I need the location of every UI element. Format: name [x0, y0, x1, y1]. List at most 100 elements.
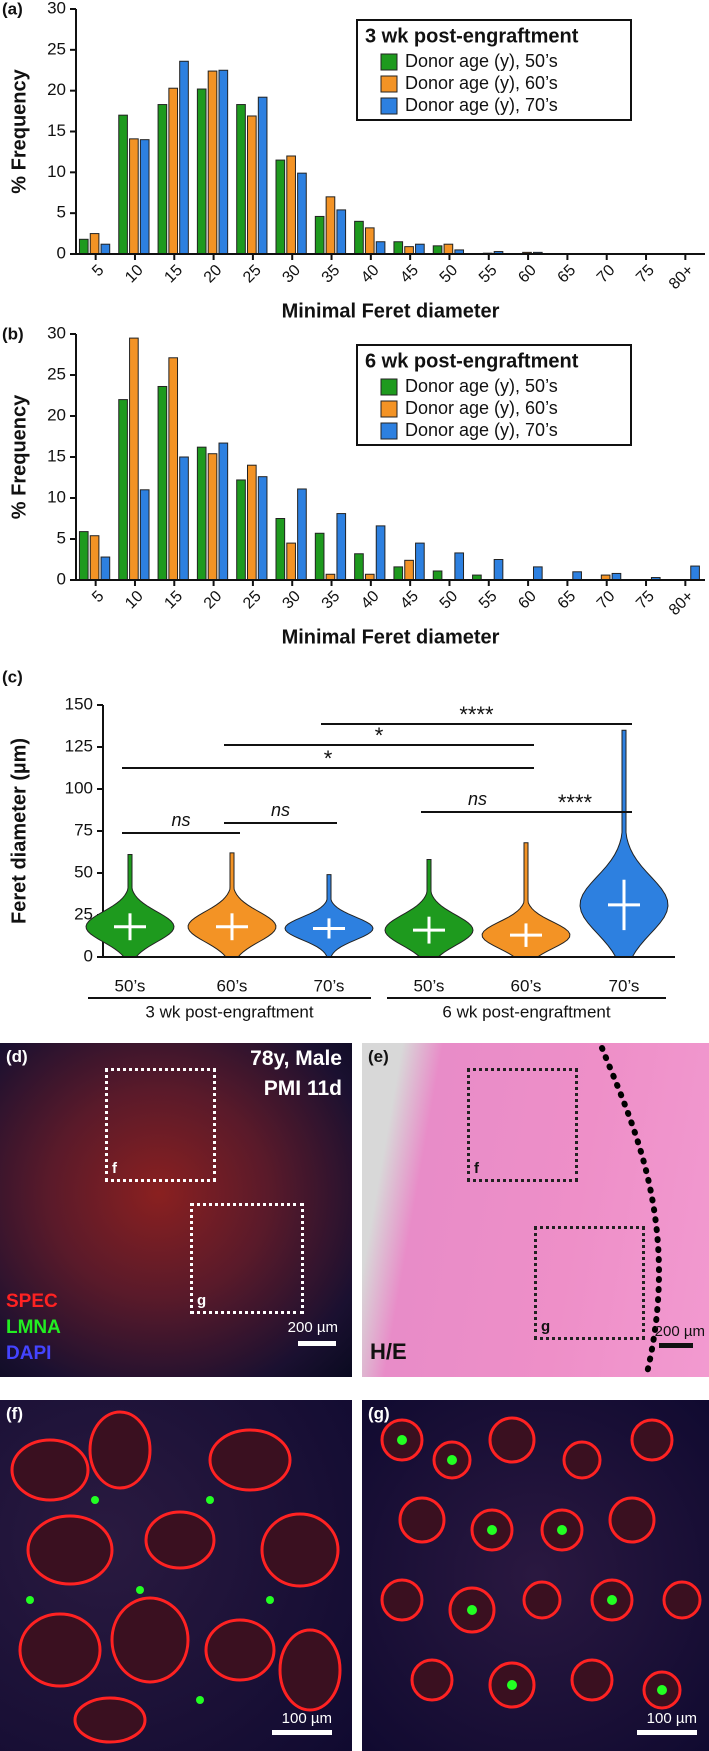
bar	[207, 453, 218, 581]
legend-box	[356, 344, 632, 446]
bar	[236, 104, 246, 255]
bar	[139, 139, 150, 255]
group-label: 3 wk post-engraftment	[145, 1002, 313, 1021]
bar	[286, 155, 296, 255]
y-tick-label: 0	[84, 946, 93, 965]
x-tick-label: 35	[319, 588, 344, 613]
scale-bar	[637, 1730, 697, 1735]
bar	[325, 196, 336, 255]
fibers	[10, 1410, 342, 1744]
legend-label: Donor age (y), 70’s	[405, 95, 558, 115]
x-tick-label: 40	[358, 262, 383, 287]
y-tick-label: 25	[47, 364, 66, 383]
bar	[157, 385, 168, 581]
stain-label: H/E	[370, 1339, 407, 1364]
inset-box: g	[534, 1226, 645, 1340]
significance-label: ****	[459, 702, 494, 727]
scale-bar	[659, 1343, 693, 1348]
bar	[354, 553, 364, 581]
panel-label: (b)	[2, 324, 24, 343]
y-tick-label: 15	[47, 446, 66, 465]
legend-label: Donor age (y), 70’s	[405, 420, 558, 440]
x-tick-label: 50	[437, 588, 462, 613]
bar	[100, 243, 111, 255]
bar	[157, 104, 168, 255]
y-tick-label: 125	[65, 736, 93, 755]
bar	[286, 542, 296, 581]
bar	[404, 246, 414, 255]
x-tick-label: 60	[515, 588, 540, 613]
bar	[493, 559, 504, 581]
bar	[257, 476, 268, 581]
significance-label: ns	[271, 800, 290, 820]
bar	[375, 241, 386, 255]
image-label: PMI 11d	[263, 1077, 342, 1100]
bar	[179, 456, 189, 581]
bar	[129, 138, 139, 255]
bar	[404, 559, 414, 581]
y-tick-label: 30	[47, 323, 66, 342]
bar	[443, 243, 454, 255]
bar	[129, 337, 139, 581]
x-tick-label: 80+	[666, 262, 697, 293]
bar	[393, 241, 404, 255]
x-tick-label: 70	[594, 262, 619, 287]
bar	[532, 566, 543, 581]
x-tick-label: 75	[633, 262, 658, 287]
bar	[247, 464, 257, 581]
x-tick-label: 75	[633, 588, 658, 613]
micrograph-g: (g) 100 µm	[362, 1400, 709, 1751]
legend-swatch	[380, 378, 398, 396]
scale-bar	[272, 1730, 332, 1735]
bar	[375, 525, 386, 581]
x-tick-label: 5	[89, 588, 107, 606]
x-tick-label: 30	[279, 262, 304, 287]
bar	[118, 114, 128, 255]
panel-label: (g)	[368, 1404, 390, 1423]
panel-label: (e)	[368, 1047, 389, 1066]
bar	[275, 159, 286, 255]
bar	[78, 531, 89, 581]
legend-label: Donor age (y), 60’s	[405, 398, 558, 418]
bar	[89, 233, 100, 255]
scale-text: 200 µm	[654, 1323, 705, 1340]
y-tick-label: 150	[65, 694, 93, 713]
inset-label: g	[541, 1318, 551, 1335]
y-axis-title: % Frequency	[8, 394, 30, 519]
y-tick-label: 0	[57, 243, 66, 262]
image-label: 78y, Male	[250, 1047, 342, 1070]
legend-label: Donor age (y), 50’s	[405, 51, 558, 71]
bar	[297, 172, 307, 255]
bar	[139, 489, 150, 581]
significance-label: ns	[468, 789, 487, 809]
x-tick-label: 15	[161, 588, 186, 613]
y-tick-label: 50	[74, 862, 93, 881]
legend-swatch	[380, 75, 398, 93]
bar	[354, 220, 364, 255]
charts: 0 5 10 15 20 25 30 % Frequency (a) 5 10 15 20 25 30 35 4…	[2, 0, 705, 1021]
legend-label: Donor age (y), 50’s	[405, 376, 558, 396]
y-tick-label: 15	[47, 121, 66, 140]
inset-label: f	[474, 1160, 479, 1177]
bar	[415, 542, 425, 581]
bar	[168, 357, 179, 581]
significance-label: *	[324, 746, 333, 771]
micrograph-f: (f) 100 µm	[0, 1400, 352, 1751]
x-tick-label: 5	[89, 262, 107, 280]
x-axis-title: Minimal Feret diameter	[282, 626, 500, 648]
bar	[572, 571, 582, 581]
legend-swatch	[380, 97, 398, 115]
y-tick-label: 30	[47, 0, 66, 17]
violin	[187, 852, 277, 958]
significance-label: *	[375, 723, 384, 748]
x-tick-label: 35	[319, 262, 344, 287]
x-tick-label: 20	[201, 262, 226, 287]
fibers	[380, 1416, 702, 1710]
inset-label: f	[112, 1160, 117, 1177]
y-axis-title: % Frequency	[8, 68, 30, 193]
bar	[168, 87, 179, 255]
y-axis-title: Feret diameter (µm)	[8, 738, 30, 924]
bar	[415, 243, 425, 255]
inset-box: g	[190, 1203, 304, 1314]
